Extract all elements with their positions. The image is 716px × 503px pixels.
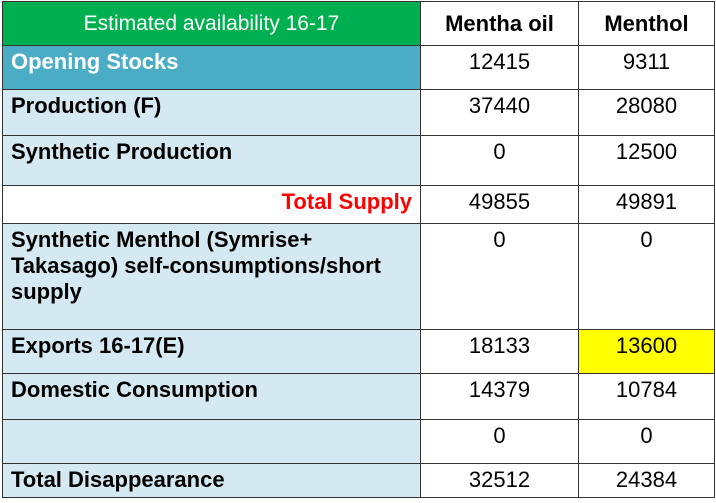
- header-row: Estimated availability 16-17 Mentha oil …: [2, 1, 715, 46]
- cell-menthol: 0: [578, 419, 715, 464]
- cell-mentha-oil: 32512: [420, 463, 579, 498]
- cell-mentha-oil: 18133: [420, 329, 579, 374]
- row-label-domestic-consumption: Domestic Consumption: [2, 373, 421, 420]
- cell-menthol: 49891: [578, 185, 715, 224]
- row-label-empty: [2, 419, 421, 464]
- row-label-synthetic-menthol: Synthetic Menthol (Symrise+ Takasago) se…: [2, 223, 421, 330]
- cell-menthol: 10784: [578, 373, 715, 420]
- table-row: 0 0: [2, 419, 715, 464]
- table-row: Total Supply 49855 49891: [2, 185, 715, 224]
- cell-menthol: 12500: [578, 135, 715, 186]
- cell-mentha-oil: 12415: [420, 45, 579, 90]
- cell-mentha-oil: 0: [420, 419, 579, 464]
- cell-menthol-highlighted: 13600: [578, 329, 715, 374]
- table-row: Total Disappearance 32512 24384: [2, 463, 715, 498]
- table-row: Production (F) 37440 28080: [2, 89, 715, 136]
- cell-menthol: 9311: [578, 45, 715, 90]
- cell-mentha-oil: 0: [420, 135, 579, 186]
- cell-mentha-oil: 0: [420, 223, 579, 330]
- cell-mentha-oil: 37440: [420, 89, 579, 136]
- table-row: Synthetic Production 0 12500: [2, 135, 715, 186]
- cell-mentha-oil: 49855: [420, 185, 579, 224]
- cell-mentha-oil: 14379: [420, 373, 579, 420]
- row-label-opening-stocks: Opening Stocks: [2, 45, 421, 90]
- row-label-production: Production (F): [2, 89, 421, 136]
- table-row: Domestic Consumption 14379 10784: [2, 373, 715, 420]
- row-label-synthetic-production: Synthetic Production: [2, 135, 421, 186]
- table-row: Opening Stocks 12415 9311: [2, 45, 715, 90]
- row-label-exports: Exports 16-17(E): [2, 329, 421, 374]
- row-label-total-disappearance: Total Disappearance: [2, 463, 421, 498]
- table-title: Estimated availability 16-17: [2, 1, 421, 46]
- table-row: Synthetic Menthol (Symrise+ Takasago) se…: [2, 223, 715, 330]
- column-header-menthol: Menthol: [578, 1, 715, 46]
- cell-menthol: 28080: [578, 89, 715, 136]
- cell-menthol: 24384: [578, 463, 715, 498]
- column-header-mentha-oil: Mentha oil: [420, 1, 579, 46]
- table-row: Exports 16-17(E) 18133 13600: [2, 329, 715, 374]
- row-label-total-supply: Total Supply: [2, 185, 421, 224]
- cell-menthol: 0: [578, 223, 715, 330]
